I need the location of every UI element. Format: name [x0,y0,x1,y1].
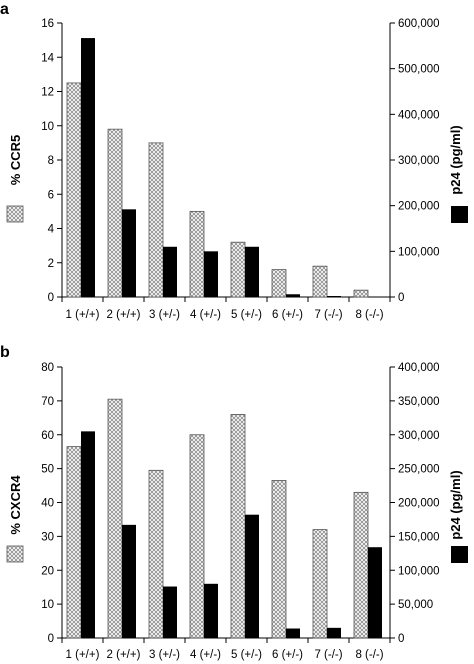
category-label: 6 (+/-) [272,309,303,321]
left-tick-label: 30 [41,531,54,543]
bar-hatched [107,128,123,298]
left-tick-label: 50 [41,464,54,476]
category-label: 7 (-/-) [314,309,342,321]
left-tick-label: 12 [41,87,54,99]
bar-hatched [271,269,287,298]
right-axis-title: p24 (pg/ml) [448,125,463,194]
bar-solid [245,246,259,297]
category-label: 3 (+/-) [149,649,180,661]
right-tick-label: 50,000 [398,599,433,611]
category-label: 8 (-/-) [355,309,383,321]
right-tick-label: 300,000 [398,430,440,442]
bar-solid [81,431,95,638]
bar-hatched [189,434,205,639]
bar-hatched [148,469,164,639]
left-tick-label: 20 [41,565,54,577]
left-tick-label: 10 [41,121,54,133]
bar-solid [368,547,382,638]
right-tick-label: 100,000 [398,565,440,577]
bar-hatched [189,210,205,298]
left-tick-label: 0 [48,292,54,304]
bar-hatched [312,265,328,298]
right-tick-label: 100,000 [398,246,440,258]
right-tick-label: 400,000 [398,362,440,374]
left-tick-label: 8 [48,155,54,167]
right-tick-label: 350,000 [398,396,440,408]
right-tick-label: 0 [398,292,404,304]
left-axis-title: % CCR5 [8,135,23,186]
bar-hatched [353,491,369,639]
left-tick-label: 80 [41,362,54,374]
right-tick-label: 150,000 [398,531,440,543]
bar-hatched [148,142,164,298]
bar-hatched [353,289,369,298]
legend-swatch-hatched [6,545,24,563]
bar-solid [204,583,218,638]
bar-hatched [66,446,82,639]
chart-a: a 0 2 4 6 8 10 12 14 16 0 100,000 200,000 300,000 400,… [0,1,468,321]
category-label: 1 (+/+) [66,649,100,661]
category-label: 2 (+/+) [107,649,141,661]
category-label: 7 (-/-) [314,649,342,661]
category-label: 3 (+/-) [149,309,180,321]
left-tick-label: 14 [41,52,54,64]
bar-hatched [107,398,123,639]
category-label: 4 (+/-) [190,649,221,661]
legend-swatch-hatched [6,205,24,223]
bar-solid [286,294,300,297]
left-tick-label: 0 [48,633,54,645]
left-tick-label: 16 [41,18,54,30]
bar-solid [204,251,218,297]
category-label: 5 (+/-) [231,649,262,661]
bar-hatched [66,82,82,298]
left-tick-label: 10 [41,599,54,611]
bar-solid [163,586,177,638]
right-tick-label: 300,000 [398,155,440,167]
category-label: 1 (+/+) [66,309,100,321]
right-tick-label: 200,000 [398,498,440,510]
left-tick-label: 4 [48,224,55,236]
legend-swatch-solid [451,546,468,563]
bar-hatched [230,414,246,639]
bar-solid [327,296,341,297]
bar-solid [327,627,341,638]
right-tick-label: 500,000 [398,64,440,76]
bar-hatched [271,480,287,639]
right-tick-label: 600,000 [398,18,440,30]
left-tick-label: 2 [48,258,54,270]
panel-label: b [0,344,10,361]
panel-label: a [0,1,9,18]
category-label: 2 (+/+) [107,309,141,321]
left-tick-label: 6 [48,189,54,201]
category-label: 6 (+/-) [272,649,303,661]
bar-hatched [312,529,328,639]
bar-hatched [230,241,246,298]
left-axis-title: % CXCR4 [8,475,23,535]
bar-solid [163,246,177,297]
right-tick-label: 250,000 [398,464,440,476]
category-label: 4 (+/-) [190,309,221,321]
bar-solid [81,38,95,297]
chart-b: b 0 10 20 30 40 50 60 70 80 0 50,000 100,000 150,000 2… [0,344,468,661]
bar-solid [122,524,136,638]
right-tick-label: 400,000 [398,109,440,121]
right-tick-label: 0 [398,633,404,645]
right-axis-title: p24 (pg/ml) [448,470,463,539]
left-tick-label: 40 [41,498,54,510]
category-label: 8 (-/-) [355,649,383,661]
left-tick-label: 70 [41,396,54,408]
bar-solid [286,628,300,638]
bar-solid [245,514,259,638]
right-tick-label: 200,000 [398,201,440,213]
legend-swatch-solid [451,206,468,223]
category-label: 5 (+/-) [231,309,262,321]
bar-solid [122,209,136,297]
left-tick-label: 60 [41,430,54,442]
